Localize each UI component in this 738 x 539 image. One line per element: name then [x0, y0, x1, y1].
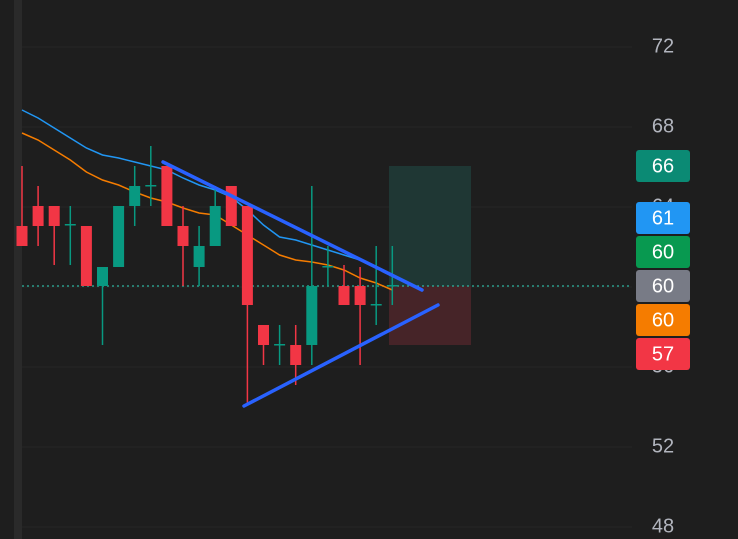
candle-body	[161, 166, 173, 226]
moving-average	[21, 132, 393, 291]
candle-body	[322, 266, 334, 268]
candle-body	[354, 286, 366, 305]
candle-body	[370, 304, 382, 306]
candle-body	[113, 206, 125, 267]
candle-body	[209, 206, 221, 246]
y-tick-label: 68	[652, 115, 674, 137]
candle-body	[129, 186, 141, 206]
trendline	[242, 303, 440, 408]
stop-zone	[389, 286, 471, 345]
candle-body	[48, 206, 60, 226]
candle-body	[225, 186, 237, 226]
candle-body	[97, 267, 108, 286]
candle-body	[386, 285, 398, 287]
price-badge-label: 61	[652, 207, 674, 229]
scroll-edge	[14, 0, 22, 539]
price-badge-label: 60	[652, 309, 674, 331]
price-badge	[636, 338, 690, 370]
price-badge-label: 57	[652, 343, 674, 365]
y-tick-label: 72	[652, 35, 674, 57]
price-badge-label: 60	[652, 275, 674, 297]
price-badge	[636, 270, 690, 302]
price-badge	[636, 202, 690, 234]
candle-body	[145, 185, 157, 187]
y-tick-label: 48	[652, 515, 674, 537]
candle-body	[306, 286, 318, 345]
candle-body	[32, 206, 44, 226]
plot	[16, 109, 398, 405]
candle-body	[338, 286, 350, 305]
y-tick-label: 52	[652, 435, 674, 457]
trendline	[161, 160, 424, 292]
candle-body	[80, 226, 92, 286]
candle-body	[16, 226, 28, 246]
moving-average	[21, 109, 393, 276]
target-zone	[389, 166, 471, 286]
candle-body	[274, 344, 286, 346]
price-axis: 48525660646872666160606057	[636, 35, 690, 537]
candle-body	[193, 246, 205, 267]
candle-body	[64, 224, 76, 226]
price-badge	[636, 304, 690, 336]
price-badge-label: 66	[652, 155, 674, 177]
price-badge-label: 60	[652, 241, 674, 263]
price-badge	[636, 236, 690, 268]
candle-body	[177, 226, 189, 246]
candle-body	[258, 325, 269, 345]
price-badge	[636, 150, 690, 182]
candle-body	[241, 206, 253, 305]
candle-body	[290, 345, 302, 365]
